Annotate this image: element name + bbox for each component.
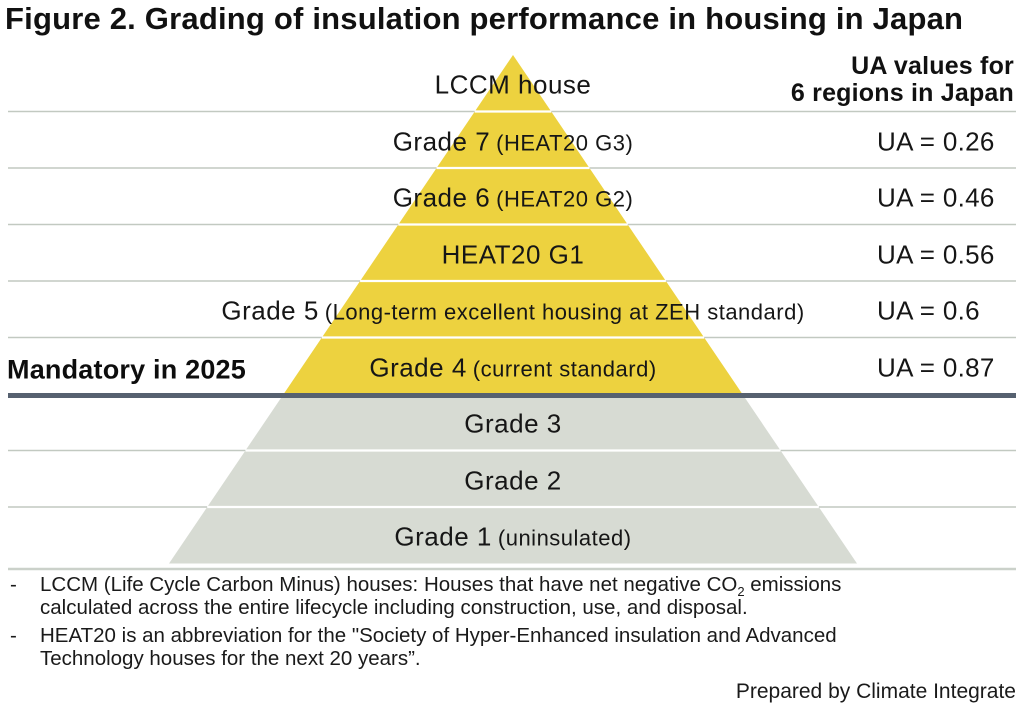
level-detail: (current standard) (472, 356, 657, 382)
level-label-heat20-g1: HEAT20 G1 (442, 239, 585, 270)
pyramid-segment-grade-1 (168, 507, 858, 564)
ua-header-line1: UA values for (851, 52, 1014, 80)
level-label-grade-4: Grade 4 (current standard) (369, 352, 656, 383)
pyramid-segment-grade-2 (207, 450, 819, 507)
level-label-grade-1: Grade 1 (uninsulated) (394, 522, 631, 553)
footnote-lccm-post: emissions calculated across the entire l… (40, 573, 842, 619)
level-detail: (Long-term excellent housing at ZEH stan… (324, 299, 805, 325)
co2-subscript: 2 (737, 584, 745, 600)
level-name: HEAT20 G1 (441, 239, 585, 270)
level-name: Grade 3 (464, 408, 562, 439)
ua-value-grade-4: UA = 0.87 (877, 352, 995, 383)
level-name: Grade 4 (369, 352, 467, 383)
footnote-bullet: - (10, 573, 17, 596)
ua-value-grade-6: UA = 0.46 (877, 182, 995, 213)
ua-header: UA values for 6 regions in Japan (791, 53, 1014, 107)
footnote-text-heat20: HEAT20 is an abbreviation for the "Socie… (40, 624, 837, 670)
pyramid-segment-grade-3 (245, 394, 781, 451)
ua-header-line2: 6 regions in Japan (790, 79, 1014, 107)
level-detail: (uninsulated) (497, 525, 632, 551)
pyramid-segment-grade-4 (283, 337, 743, 394)
footnotes: - LCCM (Life Cycle Carbon Minus) houses:… (10, 573, 922, 675)
footnote-item-heat20: - HEAT20 is an abbreviation for the "Soc… (10, 624, 922, 670)
level-label-grade-7: Grade 7 (HEAT20 G3) (393, 126, 634, 157)
ua-value-grade-5: UA = 0.6 (877, 295, 980, 326)
pyramid-diagram (8, 55, 1016, 571)
level-label-grade-6: Grade 6 (HEAT20 G2) (393, 183, 634, 214)
level-name: LCCM house (434, 69, 592, 100)
ua-value-grade-7: UA = 0.26 (877, 126, 995, 157)
level-detail: (HEAT20 G3) (496, 130, 634, 156)
level-detail: (HEAT20 G2) (496, 186, 634, 212)
level-label-lccm-house: LCCM house (435, 70, 592, 101)
level-name: Grade 6 (392, 182, 491, 213)
footnote-lccm-pre: LCCM (Life Cycle Carbon Minus) houses: H… (40, 573, 738, 596)
pyramid-segment-grade-6 (398, 168, 628, 225)
footnote-bullet: - (10, 624, 17, 647)
level-name: Grade 7 (392, 126, 491, 157)
level-label-grade-2: Grade 2 (464, 465, 561, 496)
footnote-text-lccm: LCCM (Life Cycle Carbon Minus) houses: H… (40, 573, 922, 619)
level-name: Grade 1 (394, 521, 492, 552)
pyramid-segment-lccm-house (474, 55, 552, 112)
pyramid-segment-heat20-g1 (360, 224, 666, 281)
mandatory-threshold-line (8, 393, 1016, 398)
level-label-grade-5: Grade 5 (Long-term excellent housing at Z… (221, 296, 804, 327)
footnote-item-lccm: - LCCM (Life Cycle Carbon Minus) houses:… (10, 573, 922, 619)
ua-value-heat20-g1: UA = 0.56 (877, 239, 995, 270)
pyramid-segment-grade-7 (436, 111, 590, 168)
pyramid-segment-grade-5 (321, 281, 705, 338)
mandatory-label: Mandatory in 2025 (7, 354, 246, 385)
level-name: Grade 5 (221, 295, 319, 326)
level-label-grade-3: Grade 3 (464, 409, 561, 440)
level-name: Grade 2 (464, 465, 562, 496)
credit-line: Prepared by Climate Integrate (735, 680, 1016, 703)
figure-title: Figure 2. Grading of insulation performa… (5, 1, 964, 36)
